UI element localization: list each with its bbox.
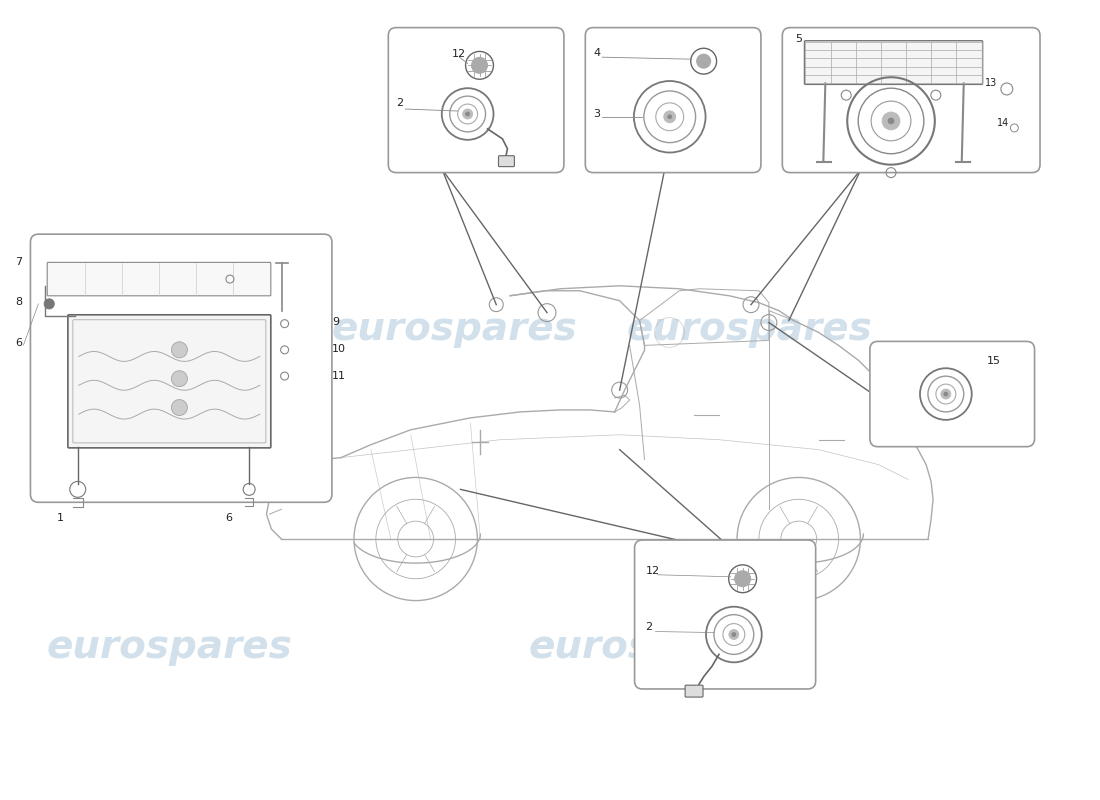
- Circle shape: [44, 299, 54, 309]
- Text: 7: 7: [15, 257, 23, 266]
- FancyBboxPatch shape: [47, 262, 271, 296]
- Circle shape: [940, 389, 950, 399]
- Text: eurospares: eurospares: [627, 310, 872, 349]
- Circle shape: [668, 114, 672, 118]
- Circle shape: [463, 109, 473, 119]
- Text: 6: 6: [226, 513, 232, 523]
- FancyBboxPatch shape: [31, 234, 332, 502]
- Text: eurospares: eurospares: [528, 628, 774, 666]
- Circle shape: [172, 342, 187, 358]
- Circle shape: [735, 571, 750, 586]
- FancyBboxPatch shape: [782, 28, 1040, 173]
- FancyBboxPatch shape: [685, 685, 703, 697]
- Circle shape: [472, 58, 487, 74]
- Circle shape: [663, 111, 675, 122]
- Circle shape: [944, 392, 948, 396]
- Text: 15: 15: [987, 356, 1001, 366]
- Text: 4: 4: [593, 48, 601, 58]
- FancyBboxPatch shape: [804, 41, 982, 85]
- FancyBboxPatch shape: [870, 342, 1034, 446]
- Text: 3: 3: [593, 109, 601, 118]
- Text: 8: 8: [15, 298, 23, 307]
- Text: eurospares: eurospares: [46, 310, 293, 349]
- Circle shape: [882, 112, 900, 130]
- Text: 14: 14: [997, 118, 1009, 128]
- Circle shape: [888, 118, 894, 124]
- Circle shape: [172, 400, 187, 415]
- FancyBboxPatch shape: [498, 156, 515, 166]
- Text: 12: 12: [452, 50, 465, 59]
- Text: 10: 10: [332, 344, 345, 354]
- Circle shape: [172, 370, 187, 386]
- Text: eurospares: eurospares: [46, 628, 293, 666]
- Text: 13: 13: [984, 78, 998, 88]
- Text: 12: 12: [646, 566, 660, 576]
- Circle shape: [732, 633, 736, 637]
- FancyBboxPatch shape: [585, 28, 761, 173]
- Circle shape: [729, 630, 739, 639]
- Text: eurospares: eurospares: [331, 310, 576, 349]
- FancyBboxPatch shape: [635, 540, 816, 689]
- Text: 5: 5: [795, 34, 802, 44]
- Text: 1: 1: [57, 513, 64, 523]
- Text: 2: 2: [646, 622, 652, 631]
- Text: 11: 11: [332, 370, 345, 381]
- Circle shape: [465, 112, 470, 116]
- FancyBboxPatch shape: [68, 314, 271, 448]
- Circle shape: [696, 54, 711, 68]
- Text: 6: 6: [15, 338, 22, 348]
- FancyBboxPatch shape: [388, 28, 564, 173]
- Text: 2: 2: [396, 98, 404, 108]
- Text: 9: 9: [332, 317, 339, 327]
